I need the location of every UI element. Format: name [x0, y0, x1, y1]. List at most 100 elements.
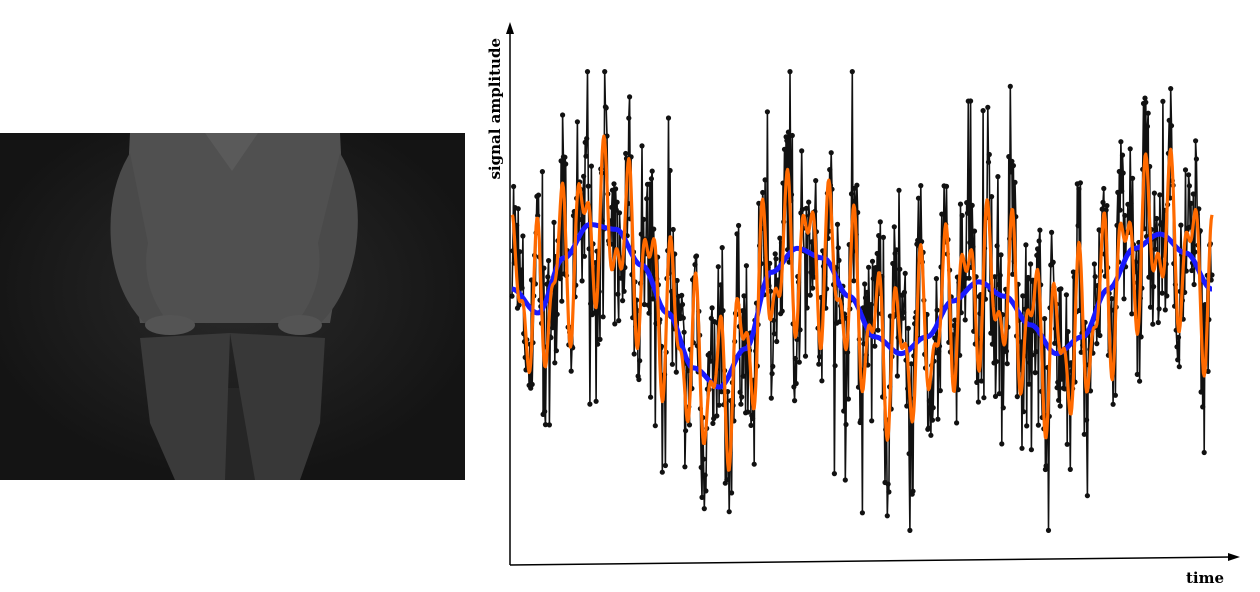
- raw-signal-point: [1120, 170, 1126, 176]
- raw-signal-point: [915, 195, 922, 201]
- raw-signal-point: [874, 250, 880, 257]
- raw-signal-point: [1059, 376, 1065, 382]
- raw-signal-point: [673, 369, 679, 375]
- raw-signal-point: [1064, 441, 1070, 447]
- raw-signal-point: [581, 173, 587, 179]
- raw-signal-point: [1175, 334, 1182, 340]
- raw-signal-point: [613, 186, 619, 192]
- raw-signal-point: [799, 206, 805, 212]
- raw-signal-point: [734, 231, 740, 237]
- raw-signal-point: [714, 413, 720, 419]
- raw-signal-point: [1175, 357, 1181, 363]
- raw-signal-point: [645, 302, 651, 308]
- raw-signal-point: [1003, 348, 1010, 354]
- raw-signal-point: [585, 183, 591, 189]
- raw-signal-point: [1138, 334, 1144, 340]
- raw-signal-point: [641, 301, 647, 308]
- raw-signal-point: [729, 490, 735, 496]
- raw-signal-point: [615, 291, 621, 297]
- raw-signal-point: [996, 281, 1002, 288]
- raw-signal-point: [875, 327, 881, 333]
- raw-signal-point: [1050, 259, 1056, 265]
- raw-signal-point: [981, 395, 987, 401]
- raw-signal-point: [797, 327, 803, 333]
- raw-signal-point: [988, 330, 994, 336]
- raw-signal-point: [693, 253, 700, 259]
- raw-signal-point: [1137, 378, 1143, 384]
- raw-signal-point: [718, 282, 724, 288]
- raw-signal-point: [518, 267, 524, 273]
- raw-signal-point: [1009, 158, 1015, 164]
- raw-signal-point: [1057, 403, 1063, 409]
- raw-signal-point: [1155, 319, 1161, 326]
- x-axis-arrow: [1228, 553, 1240, 561]
- raw-signal-point: [686, 422, 693, 428]
- raw-signal-point: [906, 451, 912, 457]
- raw-signal-point: [1077, 307, 1083, 313]
- raw-signal-point: [787, 69, 793, 75]
- raw-signal-point: [799, 148, 805, 154]
- raw-signal-point: [813, 178, 819, 184]
- raw-signal-point: [670, 226, 676, 233]
- raw-signal-point: [974, 379, 980, 385]
- raw-signal-point: [810, 285, 816, 291]
- raw-signal-point: [989, 194, 995, 200]
- raw-signal-point: [1119, 188, 1125, 194]
- raw-signal-point: [999, 441, 1005, 447]
- raw-signal-point: [804, 305, 810, 311]
- x-axis-label: time: [1186, 569, 1224, 587]
- raw-signal-point: [1110, 401, 1116, 407]
- raw-signal-point: [796, 359, 802, 365]
- raw-signal-point: [907, 527, 913, 534]
- raw-signal-point: [918, 183, 924, 189]
- raw-signal-point: [559, 298, 565, 304]
- raw-signal-point: [843, 421, 849, 428]
- raw-signal-point: [546, 258, 552, 264]
- raw-signal-point: [1158, 220, 1164, 226]
- raw-signal-point: [1116, 168, 1122, 175]
- raw-signal-point: [775, 277, 781, 283]
- raw-signal-point: [541, 265, 547, 271]
- raw-signal-point: [511, 183, 517, 190]
- y-axis-arrow: [506, 22, 514, 34]
- raw-signal-point: [779, 308, 785, 314]
- raw-signal-point: [588, 301, 594, 307]
- raw-signal-point: [827, 167, 833, 173]
- raw-signal-point: [743, 263, 749, 269]
- raw-signal-point: [873, 265, 879, 271]
- raw-signal-point: [958, 310, 964, 316]
- raw-signal-point: [1032, 370, 1038, 376]
- raw-signal-point: [702, 472, 708, 478]
- raw-signal-point: [1134, 371, 1140, 377]
- raw-signal-point: [652, 423, 658, 429]
- raw-signal-point: [1119, 152, 1126, 158]
- right-arm: [300, 153, 358, 328]
- raw-signal-point: [970, 244, 976, 250]
- raw-signal-point: [886, 489, 892, 495]
- raw-signal-point: [872, 343, 878, 349]
- raw-signal-point: [1200, 404, 1206, 410]
- raw-signal-point: [876, 233, 882, 239]
- raw-signal-point: [578, 216, 584, 223]
- raw-signal-point: [667, 167, 673, 174]
- raw-signal-point: [1143, 99, 1149, 105]
- raw-signal-point: [869, 258, 876, 264]
- raw-signal-point: [588, 163, 594, 169]
- raw-signal-point: [682, 464, 688, 470]
- raw-signal-point: [870, 276, 876, 282]
- collar: [205, 133, 258, 171]
- raw-signal-point: [708, 358, 714, 364]
- raw-signal-point: [553, 348, 559, 354]
- raw-signal-point: [1104, 203, 1110, 209]
- raw-signal-point: [542, 408, 548, 415]
- raw-signal-point: [650, 296, 656, 302]
- raw-signal-point: [803, 205, 809, 211]
- raw-signal-point: [957, 352, 963, 358]
- raw-signal-point: [868, 302, 874, 308]
- raw-signal-point: [862, 281, 868, 287]
- raw-signal-point: [1008, 169, 1014, 175]
- raw-signal-point: [993, 358, 999, 365]
- raw-signal-point: [971, 228, 978, 234]
- raw-signal-point: [1117, 207, 1123, 213]
- raw-signal-point: [957, 201, 964, 207]
